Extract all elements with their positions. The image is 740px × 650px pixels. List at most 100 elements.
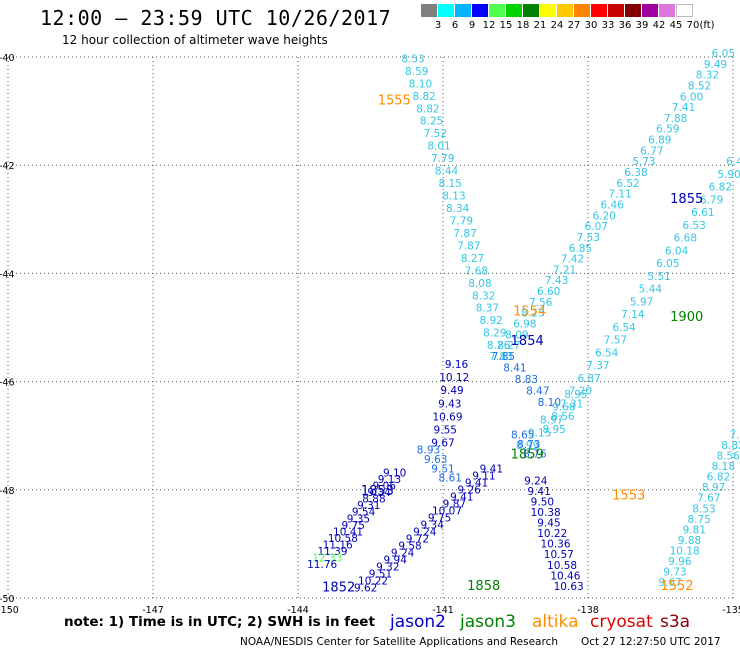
wave-height-value: 6.46 [600, 199, 624, 211]
legend-label: 70 [686, 20, 700, 31]
wave-height-value: 9.75 [428, 512, 451, 524]
wave-height-value: 6.07 [585, 221, 608, 233]
legend-swatch [455, 4, 472, 17]
wave-height-value: 12.33 [312, 553, 342, 565]
wave-height-value: 9.45 [537, 518, 560, 530]
pass-time-label: 1900 [670, 310, 703, 325]
wave-height-value: 9.51 [431, 463, 454, 475]
wave-height-value: 8.18 [712, 461, 735, 473]
wave-height-value: 8.23 [521, 308, 544, 320]
lat-tick-label: -44 [0, 269, 15, 280]
wave-height-value: 6.04 [665, 245, 689, 257]
wave-height-value: 8.83 [515, 374, 538, 386]
wave-height-value: 7.21 [553, 264, 576, 276]
legend-swatch [676, 4, 693, 17]
legend-label: 39 [635, 20, 649, 31]
pass-time-label: 1859 [511, 447, 544, 462]
legend-swatch [506, 4, 523, 17]
track: 6.445.906.826.796.616.536.686.046.055.51… [542, 156, 740, 436]
wave-height-value: 7.52 [424, 128, 447, 140]
wave-height-value: 9.54 [352, 507, 376, 519]
wave-height-value: 8.08 [468, 278, 491, 290]
wave-height-value: 9.50 [531, 496, 554, 508]
wave-height-value: 7.31 [560, 398, 583, 410]
wave-height-value: 10.41 [333, 526, 363, 538]
wave-height-value: 11.76 [307, 559, 337, 571]
legend-label: 3 [434, 20, 442, 31]
wave-height-value: 8.01 [427, 141, 450, 153]
wave-height-value: 11.16 [323, 540, 353, 552]
wave-height-value: 9.24 [391, 548, 415, 560]
wave-height-value: 9.34 [367, 487, 391, 499]
wave-height-value: 5.51 [647, 271, 670, 283]
legend-swatch [540, 4, 557, 17]
lat-tick-label: -48 [0, 486, 15, 497]
wave-height-value: 6.53 [682, 220, 705, 232]
pass-time-label: 1855 [670, 192, 703, 207]
satellite-tracks: 8.538.598.108.828.828.257.528.017.798.44… [307, 48, 740, 595]
footer-credit: NOAA/NESDIS Center for Satellite Applica… [240, 636, 558, 648]
legend-swatch [642, 4, 659, 17]
wave-height-value: 7.56 [529, 297, 553, 309]
wave-height-value: 8.52 [688, 80, 711, 92]
footer-timestamp: Oct 27 12:27:50 UTC 2017 [581, 636, 721, 648]
wave-height-value: 7.57 [604, 335, 627, 347]
legend-label: 24 [550, 20, 564, 31]
wave-height-value: 6.54 [595, 347, 619, 359]
pass-time-label: 1552 [661, 579, 694, 594]
wave-height-value: 7.43 [545, 275, 568, 287]
pass-time-label: 1853 [361, 484, 394, 499]
wave-height-value: 7.83 [489, 351, 512, 363]
wave-height-value: 9.41 [480, 463, 503, 475]
lat-tick-label: -50 [0, 594, 15, 605]
legend-labels: 3 6 9 12 15 18 21 24 27 30 33 36 39 42 45 70 (ft) [421, 20, 740, 34]
pass-time-label: 1854 [511, 334, 544, 349]
wave-height-value: 6.87 [577, 373, 600, 385]
wave-height-value: 8.09 [505, 329, 528, 341]
track: 8.538.598.108.828.828.257.528.017.798.44… [401, 53, 510, 352]
wave-height-value: 8.27 [461, 253, 484, 265]
legend-swatch [659, 4, 676, 17]
pass-time-label: 1858 [467, 579, 500, 594]
wave-height-value: 10.46 [550, 570, 580, 582]
wave-height-value: 8.53 [692, 503, 715, 515]
wave-height-value: 8.97 [540, 415, 563, 427]
track: 9.109.139.069.348.889.319.549.359.7510.4… [307, 467, 406, 571]
wave-height-value: 8.32 [472, 290, 495, 302]
wave-height-value: 10.38 [531, 507, 561, 519]
wave-height-value: 9.06 [373, 480, 397, 492]
axis-labels: -40 -42 -44 -46 -48 -50-150 -147 -144 -141 -138 -1… [0, 53, 740, 616]
wave-height-value: 9.49 [704, 59, 727, 71]
satellite-name-altika: altika [532, 612, 579, 632]
wave-height-value: 7.68 [465, 265, 488, 277]
wave-height-value: 7.87 [457, 240, 480, 252]
map-grid [7, 56, 734, 599]
lat-tick-label: -46 [0, 378, 15, 389]
wave-height-value: 10.36 [540, 539, 570, 551]
lat-tick-label: -40 [0, 53, 15, 64]
wave-height-value: 10.22 [358, 576, 388, 588]
wave-height-value: 6.60 [537, 286, 560, 298]
lat-tick-label: -42 [0, 161, 15, 172]
wave-height-value: 9.15 [528, 427, 551, 439]
wave-height-value: 9.67 [658, 577, 681, 589]
wave-height-value: 6.68 [674, 233, 697, 245]
wave-height-value: 7.87 [453, 228, 476, 240]
wave-height-value: 8.27 [497, 340, 520, 352]
wave-height-value: 6.38 [624, 167, 647, 179]
wave-height-value: 9.67 [431, 438, 454, 450]
wave-height-value: 6.79 [700, 194, 723, 206]
legend-swatch [574, 4, 591, 17]
wave-height-value: 5.90 [717, 169, 740, 181]
wave-height-value: 5.44 [639, 284, 663, 296]
wave-height-value: 10.58 [547, 560, 577, 572]
wave-height-value: 5.97 [630, 296, 653, 308]
lon-tick-label: -135 [722, 605, 740, 616]
color-legend: 3 6 9 12 15 18 21 24 27 30 33 36 39 42 45 70 (ft) [421, 4, 740, 34]
wave-height-value: 8.29 [483, 328, 506, 340]
wave-height-value: 9.10 [383, 467, 406, 479]
wave-height-value: 9.34 [421, 519, 445, 531]
